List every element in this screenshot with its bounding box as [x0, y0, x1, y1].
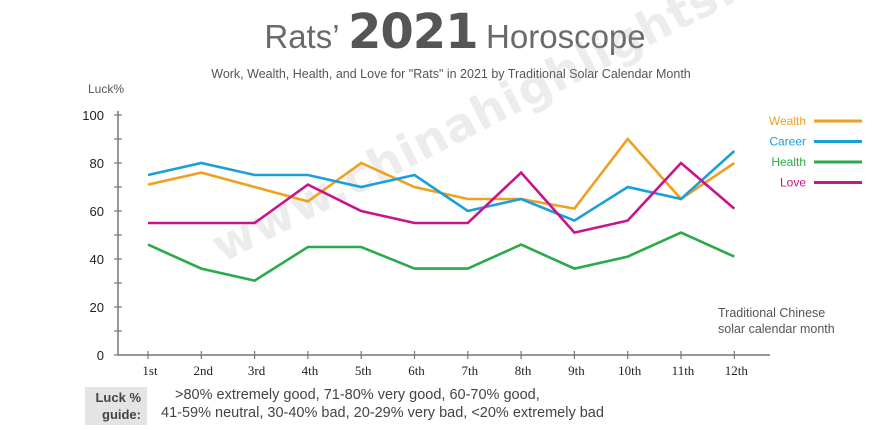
- luck-guide-line-2: 41-59% neutral, 30-40% bad, 20-29% very …: [161, 405, 604, 421]
- x-tick-label: 4th: [302, 363, 319, 378]
- y-tick-label: 100: [82, 108, 104, 123]
- x-tick-label: 5th: [355, 363, 372, 378]
- x-tick-label: 8th: [515, 363, 532, 378]
- legend-label-wealth: Wealth: [769, 114, 806, 128]
- series-line-health: [147, 231, 735, 282]
- series-line-love: [148, 161, 736, 235]
- series-line-career: [147, 150, 736, 223]
- legend-label-career: Career: [769, 135, 806, 149]
- legend-label-health: Health: [771, 155, 806, 169]
- title-part-1: Rats’: [264, 18, 340, 55]
- luck-guide-label-line1: Luck %: [95, 390, 141, 405]
- series-line-wealth: [147, 136, 736, 211]
- title-part-3: Horoscope: [486, 18, 646, 55]
- y-axis-label: Luck%: [88, 82, 124, 96]
- x-tick-label: 10th: [618, 363, 642, 378]
- x-tick-label: 3rd: [248, 363, 266, 378]
- y-tick-label: 40: [90, 252, 104, 267]
- chart-title: Rats’ 2021 Horoscope: [0, 4, 895, 60]
- x-tick-label: 7th: [461, 363, 478, 378]
- title-year: 2021: [348, 4, 479, 60]
- x-tick-label: 6th: [408, 363, 425, 378]
- x-axis-label-line: Traditional Chinese: [718, 306, 825, 320]
- x-tick-label: 12th: [725, 363, 749, 378]
- y-tick-label: 80: [90, 156, 104, 171]
- chart-subtitle: Work, Wealth, Health, and Love for "Rats…: [211, 67, 691, 81]
- y-tick-label: 20: [90, 300, 104, 315]
- x-tick-label: 9th: [568, 363, 585, 378]
- y-tick-label: 0: [97, 348, 104, 363]
- luck-guide-label-line2: guide:: [102, 407, 141, 422]
- x-tick-label: 1st: [142, 363, 158, 378]
- luck-guide-line-1: >80% extremely good, 71-80% very good, 6…: [175, 387, 540, 403]
- x-tick-label: 11th: [672, 363, 695, 378]
- x-tick-label: 2nd: [194, 363, 214, 378]
- x-axis-label-line: solar calendar month: [718, 322, 835, 336]
- legend-label-love: Love: [780, 176, 806, 190]
- luck-guide-label: Luck % guide:: [85, 387, 147, 425]
- y-tick-label: 60: [90, 204, 104, 219]
